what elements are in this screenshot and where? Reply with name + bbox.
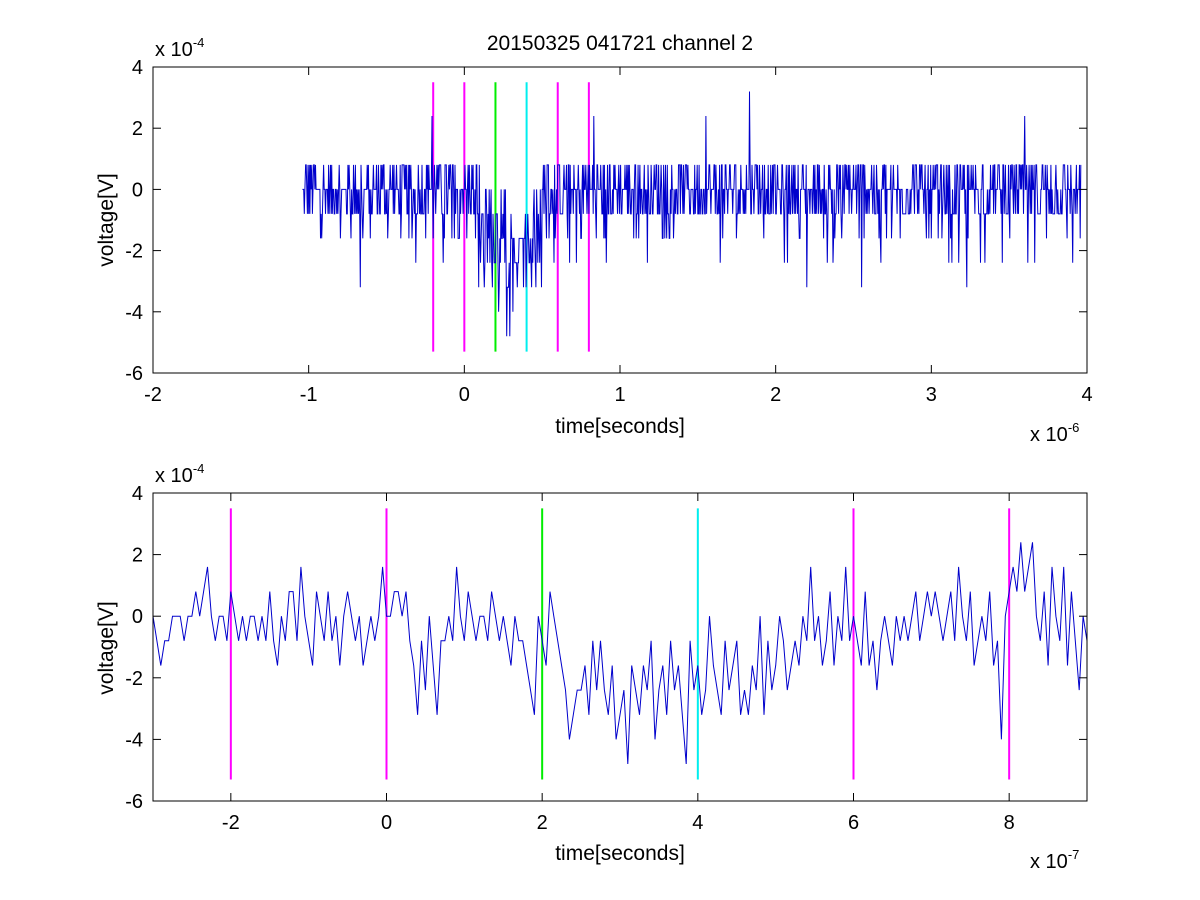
x-tick-label: 8: [1004, 812, 1015, 834]
bottom-y-ticks: -6 -4 -2 0 2 4: [125, 483, 1087, 813]
top-x-axis-label: time[seconds]: [555, 415, 685, 438]
bottom-axes-box: [152, 492, 1088, 802]
top-subplot: -2 -1 0 1 2 3 4 -6 -4 -2 0 2 4 time[seconds] voltag…: [95, 35, 1093, 446]
bottom-x-ticks: -2 0 2 4 6 8: [222, 493, 1015, 834]
x-tick-label: 6: [848, 812, 859, 834]
top-y-multiplier: x 10-4: [155, 35, 204, 61]
y-tick-label: -4: [125, 729, 143, 751]
top-y-axis-label: voltage[V]: [95, 173, 118, 266]
x-tick-label: 0: [459, 384, 470, 406]
x-tick-label: 2: [770, 384, 781, 406]
x-tick-label: 0: [381, 812, 392, 834]
top-marker-lines: [432, 82, 590, 352]
figure-title: 20150325 041721 channel 2: [487, 32, 753, 55]
x-tick-label: 2: [537, 812, 548, 834]
y-tick-label: -6: [125, 791, 143, 813]
bottom-x-axis-label: time[seconds]: [555, 842, 685, 865]
x-tick-label: -1: [300, 384, 318, 406]
y-tick-label: 2: [132, 118, 143, 140]
y-tick-label: 2: [132, 545, 143, 567]
bottom-subplot: -2 0 2 4 6 8 -6 -4 -2 0 2 4 time[seconds] voltage[…: [95, 461, 1088, 873]
bottom-x-multiplier: x 10-7: [1030, 847, 1079, 873]
bottom-y-axis-label: voltage[V]: [95, 601, 118, 694]
y-tick-label: -4: [125, 302, 143, 324]
bottom-voltage-trace: [152, 542, 1088, 765]
y-tick-label: -2: [125, 241, 143, 263]
x-tick-label: 1: [614, 384, 625, 406]
bottom-marker-lines: [229, 508, 1011, 780]
top-x-ticks: -2 -1 0 1 2 3 4: [144, 67, 1093, 406]
bottom-y-multiplier: x 10-4: [155, 461, 204, 487]
top-x-multiplier: x 10-6: [1030, 420, 1079, 446]
top-y-ticks: -6 -4 -2 0 2 4: [125, 57, 1087, 385]
x-tick-label: -2: [222, 812, 240, 834]
y-tick-label: 0: [132, 606, 143, 628]
top-axes-box: [152, 66, 1088, 374]
x-tick-label: 4: [692, 812, 703, 834]
top-voltage-trace: [302, 91, 1082, 337]
y-tick-label: 0: [132, 179, 143, 201]
y-tick-label: -2: [125, 668, 143, 690]
x-tick-label: 4: [1081, 384, 1092, 406]
y-tick-label: -6: [125, 363, 143, 385]
x-tick-label: -2: [144, 384, 162, 406]
x-tick-label: 3: [926, 384, 937, 406]
y-tick-label: 4: [132, 57, 143, 79]
y-tick-label: 4: [132, 483, 143, 505]
